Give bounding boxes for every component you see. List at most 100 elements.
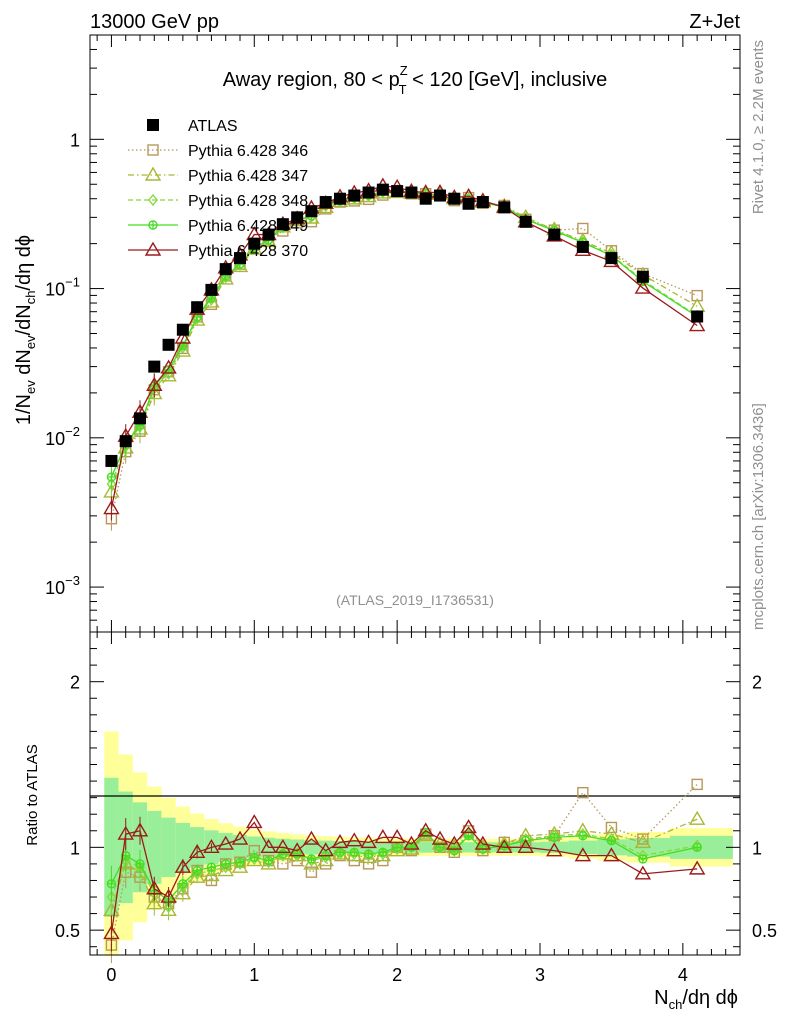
ratio-line-2 — [110, 818, 698, 912]
ratio-point-5 — [231, 830, 249, 845]
ratio-point-5 — [188, 843, 206, 859]
ratio-point-2 — [146, 895, 163, 910]
ratio-point-1 — [577, 786, 589, 799]
ratio-point-4 — [349, 847, 359, 858]
atlas-point — [276, 218, 289, 231]
atlas-point — [462, 197, 475, 210]
ratio-point-5 — [203, 838, 220, 854]
ratio-y-label: Ratio to ATLAS — [24, 744, 41, 845]
legend-marker-4 — [148, 220, 158, 230]
ratio-point-5 — [317, 842, 334, 857]
atlas-point — [305, 205, 318, 218]
atlas-point — [605, 252, 618, 265]
x-tick-label: 2 — [392, 965, 402, 985]
ratio-point-2 — [217, 862, 234, 877]
ylabel-sub3: ch — [23, 291, 38, 305]
ratio-point-5 — [374, 829, 392, 844]
series-point-5 — [146, 376, 163, 391]
legend-label-4: Pythia 6.428 349 — [188, 218, 308, 235]
ratio-point-5 — [446, 835, 463, 850]
stat-band — [161, 817, 176, 878]
ratio-point-4 — [606, 836, 617, 846]
atlas-point — [134, 412, 146, 425]
atlas-point — [691, 310, 704, 323]
atlas-point — [162, 338, 175, 351]
atlas-point — [176, 323, 189, 336]
atlas-point — [291, 211, 304, 224]
ratio-point-5 — [688, 860, 706, 875]
ratio-point-4 — [135, 859, 145, 869]
series-line-4 — [110, 190, 698, 478]
ratio-point-5 — [574, 847, 592, 862]
series-line-5 — [110, 185, 698, 509]
x-tick-label: 3 — [535, 965, 545, 985]
legend-marker-1 — [147, 144, 159, 156]
ratio-point-5 — [546, 842, 563, 857]
ratio-frame — [89, 631, 741, 956]
ylabel-sub2: ev — [23, 335, 38, 349]
stat-band — [218, 832, 233, 862]
y-tick-label: 10−1 — [45, 275, 80, 300]
ratio-point-5 — [496, 838, 513, 854]
atlas-point — [248, 237, 261, 250]
ratio-y-tick-label: 0.5 — [55, 921, 80, 941]
ratio-point-4 — [549, 832, 559, 843]
x-tick-label: 4 — [678, 965, 688, 985]
header-energy: 13000 GeV pp — [90, 11, 219, 33]
ratio-y-tick-label: 1 — [70, 838, 80, 858]
atlas-point — [548, 228, 561, 241]
ratio-point-4 — [278, 849, 288, 859]
stat-band — [597, 839, 628, 856]
legend-label-1: Pythia 6.428 346 — [188, 143, 308, 160]
ratio-point-5 — [634, 865, 652, 880]
plot-title: Away region, 80 < pZ T < 120 [GeV], inclu… — [223, 63, 608, 97]
ratio-y-tick-label-right: 2 — [752, 673, 762, 693]
atlas-point — [234, 252, 246, 265]
title-sub: T — [399, 82, 407, 97]
series-line-1 — [110, 190, 698, 519]
atlas-point — [448, 192, 461, 205]
ratio-point-5 — [331, 833, 349, 849]
ratio-line-4 — [110, 831, 698, 902]
series-point-4 — [106, 472, 117, 482]
ratio-point-2 — [317, 852, 334, 867]
series-point-5 — [688, 317, 706, 332]
ratio-point-4 — [106, 879, 117, 889]
atlas-point — [119, 435, 132, 448]
legend-label-5: Pythia 6.428 370 — [188, 243, 308, 260]
atlas-point — [636, 270, 649, 283]
legend: ATLAS Pythia 6.428 346 Pythia 6.428 347 Pyt… — [128, 118, 308, 260]
y-tick-base: 10 — [45, 578, 65, 598]
atlas-point — [148, 360, 161, 373]
y-axis-label: 1/Nev dNev/dNch/dη dϕ — [13, 235, 38, 425]
title-sup: Z — [400, 63, 408, 78]
header-process: Z+Jet — [689, 11, 740, 33]
ratio-point-2 — [203, 867, 220, 882]
ratio-point-5 — [460, 819, 477, 834]
series-line-3 — [110, 191, 698, 485]
atlas-point — [205, 283, 218, 296]
atlas-point — [405, 186, 418, 199]
ratio-point-5 — [346, 832, 363, 847]
series-point-5 — [174, 329, 192, 344]
ratio-point-5 — [260, 838, 277, 854]
atlas-point — [519, 215, 532, 228]
ratio-y-tick-label-right: 0.5 — [752, 921, 777, 941]
atlas-point — [376, 183, 389, 196]
stat-band — [147, 810, 162, 884]
ratio-point-5 — [517, 838, 534, 854]
atlas-point — [219, 263, 232, 276]
ratio-point-4 — [306, 854, 317, 864]
atlas-point — [391, 185, 404, 198]
series-point-5 — [160, 359, 177, 374]
y-tick-label: 10−2 — [45, 424, 80, 449]
ratio-point-5 — [360, 833, 377, 849]
ratio-point-4 — [178, 879, 188, 889]
analysis-watermark: (ATLAS_2019_I1736531) — [336, 592, 494, 608]
series-line-2 — [110, 191, 698, 493]
ratio-point-5 — [160, 888, 177, 903]
ratio-point-5 — [103, 925, 120, 940]
series-point-2 — [174, 342, 192, 357]
ratio-point-2 — [634, 833, 652, 849]
